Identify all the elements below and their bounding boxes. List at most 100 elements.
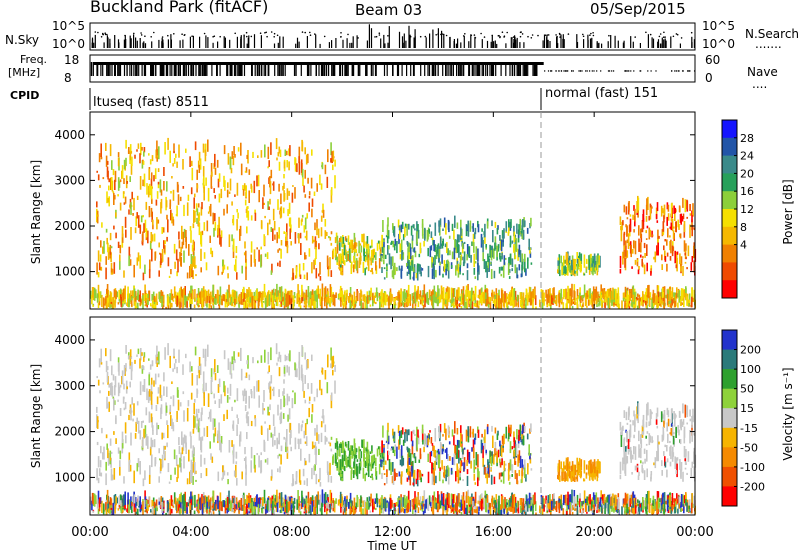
power-cell (473, 303, 476, 307)
noise-search-dot (480, 32, 482, 35)
power-cell (99, 254, 102, 262)
power-cell (223, 264, 226, 270)
power-cell (263, 202, 265, 205)
velocity-cell (578, 457, 581, 470)
velocity-cell (431, 443, 434, 446)
power-cell (308, 202, 310, 212)
noise-bar (460, 42, 462, 48)
noise-bar (405, 40, 407, 48)
velocity-cell (432, 469, 435, 477)
power-cell (412, 276, 415, 280)
power-cell (160, 202, 162, 214)
power-cell (442, 228, 444, 231)
velocity-cell (256, 453, 258, 456)
velocity-cell (486, 426, 489, 435)
power-cell (588, 259, 590, 270)
power-cell (513, 298, 515, 302)
power-cell (234, 154, 236, 158)
velocity-cell (175, 419, 178, 422)
noise-bar (247, 37, 249, 48)
velocity-cell (303, 390, 305, 398)
power-cell (263, 283, 266, 298)
power-cell (418, 293, 421, 300)
power-cell (403, 302, 405, 307)
power-cell (501, 266, 504, 271)
velocity-cell (182, 391, 185, 395)
power-cell (500, 302, 503, 309)
power-cell (229, 294, 232, 306)
power-cell (167, 295, 169, 305)
noise-bar (449, 37, 451, 48)
velocity-cell (133, 470, 135, 484)
power-cell (479, 294, 481, 304)
power-cell (218, 173, 221, 182)
power-cell (177, 194, 180, 205)
velocity-cell (642, 423, 645, 435)
velocity-cell (166, 386, 168, 397)
power-cell (499, 256, 502, 262)
power-cell (576, 265, 579, 270)
power-cell (298, 263, 301, 277)
power-cell (676, 251, 679, 255)
noise-search-dot (442, 33, 445, 36)
power-cell (404, 223, 407, 228)
nave-dot (640, 70, 642, 72)
power-cell (647, 196, 649, 210)
power-cell (191, 167, 194, 181)
power-cell (326, 176, 329, 188)
power-cell (210, 174, 213, 188)
power-cell (519, 218, 522, 231)
power-cell (350, 264, 353, 274)
power-cell (363, 233, 365, 248)
power-cell (91, 294, 93, 305)
power-cell (132, 213, 134, 216)
power-cell (442, 273, 444, 278)
velocity-cell (107, 403, 109, 409)
velocity-cell (245, 372, 248, 378)
power-cell (483, 291, 485, 304)
power-cell (194, 210, 196, 223)
noise-search-dot (440, 33, 442, 36)
power-cell (278, 146, 281, 154)
velocity-cell (387, 450, 389, 461)
power-cell (214, 195, 216, 199)
velocity-cell (585, 464, 588, 470)
power-cell (172, 219, 175, 226)
velocity-cell (214, 400, 216, 404)
power-cell (638, 238, 640, 252)
power-cell (158, 242, 160, 248)
velocity-cell (278, 389, 280, 397)
power-cell (307, 286, 310, 298)
power-cell (139, 303, 141, 306)
power-cell (427, 247, 429, 257)
power-cell (406, 262, 408, 267)
velocity-cell (299, 438, 302, 445)
velocity-cell (399, 449, 401, 459)
power-cell (394, 238, 397, 246)
velocity-cell (646, 431, 649, 434)
power-cell (154, 251, 156, 261)
velocity-cell (557, 469, 560, 477)
velocity-cell (466, 475, 469, 486)
velocity-cell (263, 408, 265, 411)
power-cell (364, 256, 367, 263)
power-cell (667, 228, 669, 238)
power-cell (670, 203, 673, 217)
velocity-cell (173, 449, 176, 460)
velocity-cell (208, 411, 211, 418)
velocity-cell (406, 429, 408, 442)
power-cell (628, 242, 631, 247)
velocity-cell (368, 454, 370, 467)
velocity-cell (176, 477, 178, 482)
power-cell (660, 205, 663, 217)
velocity-cell (97, 420, 99, 423)
noise-bar (315, 34, 317, 48)
noise-search-dot (323, 35, 326, 38)
frequency-bar (202, 62, 204, 76)
velocity-cell (332, 355, 335, 367)
frequency-bar (284, 62, 286, 76)
velocity-cell (501, 458, 503, 466)
power-cell (307, 177, 309, 184)
power-cell (492, 230, 494, 243)
power-cell (416, 221, 418, 235)
